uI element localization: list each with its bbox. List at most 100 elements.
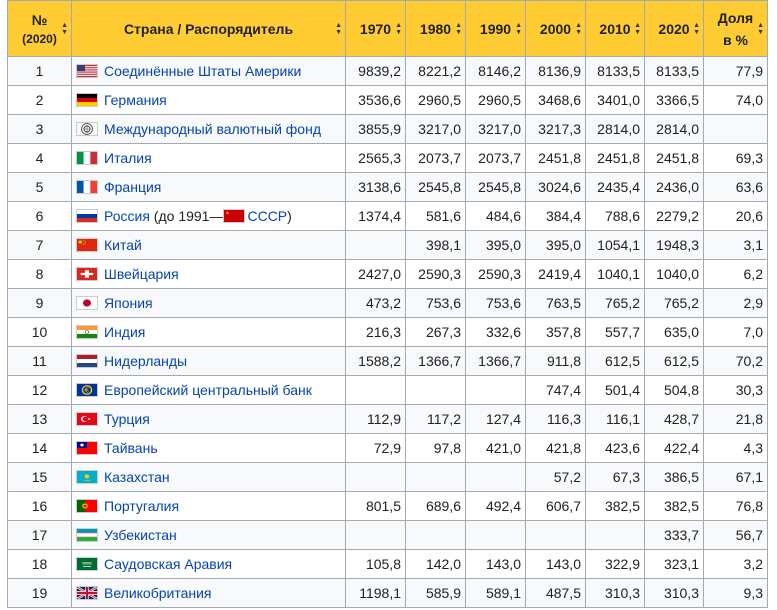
sort-icon[interactable]: ▲ ▼ — [757, 21, 764, 36]
value-cell-1980: 117,2 — [405, 404, 466, 434]
sort-icon[interactable]: ▲ ▼ — [335, 21, 342, 36]
country-link[interactable]: Россия — [104, 208, 150, 224]
country-link[interactable]: Казахстан — [104, 469, 170, 485]
country-cell: Соединённые Штаты Америки — [71, 56, 346, 86]
value-cell-1990: 2545,8 — [465, 172, 526, 202]
value-cell-2000: 116,3 — [525, 404, 586, 434]
country-link[interactable]: Тайвань — [104, 440, 158, 456]
column-header-rank-label: № — [31, 11, 48, 28]
rank-cell: 14 — [7, 433, 72, 463]
value-cell-1970: 9839,2 — [345, 56, 406, 86]
value-cell-2010: 765,2 — [585, 288, 645, 318]
country-cell: Италия — [71, 143, 346, 173]
value-cell-1970: 473,2 — [345, 288, 406, 318]
country-link-ussr[interactable]: СССР — [247, 208, 288, 224]
value-cell-2000: 357,8 — [525, 317, 586, 347]
value-cell-1980: 581,6 — [405, 201, 466, 231]
column-header-rank[interactable]: № (2020) ▲ ▼ — [7, 0, 72, 57]
country-link[interactable]: Индия — [104, 324, 146, 340]
value-cell-1970: 216,3 — [345, 317, 406, 347]
kazakhstan-flag-icon — [76, 470, 98, 484]
table-row: 2 Германия 3536,6 2960,5 2960,5 3468,6 3401,0 3… — [7, 85, 768, 115]
value-cell-1990: 2073,7 — [465, 143, 526, 173]
country-cell: Швейцария — [71, 259, 346, 289]
sort-icon[interactable]: ▲ ▼ — [575, 21, 582, 36]
country-link[interactable]: Швейцария — [104, 266, 179, 282]
column-header-1980[interactable]: 1980 ▲ ▼ — [405, 0, 466, 57]
column-header-country[interactable]: Страна / Распорядитель ▲ ▼ — [71, 0, 346, 57]
country-link[interactable]: Узбекистан — [104, 527, 177, 543]
table-body: 1 Соединённые Штаты Америки 9839,2 8221,2 81… — [7, 56, 768, 608]
country-link[interactable]: Нидерланды — [104, 353, 188, 369]
country-link[interactable]: Китай — [104, 237, 142, 253]
turkey-flag-icon — [76, 412, 98, 426]
country-link[interactable]: Португалия — [104, 498, 180, 514]
japan-flag-icon — [76, 296, 98, 310]
country-link[interactable]: Германия — [104, 92, 167, 108]
country-link[interactable]: Турция — [104, 411, 150, 427]
china-flag-icon — [76, 238, 98, 252]
country-cell: Франция — [71, 172, 346, 202]
table-row: 17 Узбекистан 333,7 56,7 — [7, 520, 768, 550]
table-header-row: № (2020) ▲ ▼ Страна / Распорядитель ▲ ▼ 19… — [7, 0, 768, 57]
sort-icon[interactable]: ▲ ▼ — [395, 21, 402, 36]
rank-cell: 5 — [7, 172, 72, 202]
country-link[interactable]: Саудовская Аравия — [104, 556, 233, 572]
germany-flag-icon — [76, 93, 98, 107]
column-header-1990[interactable]: 1990 ▲ ▼ — [465, 0, 526, 57]
rank-cell: 11 — [7, 346, 72, 376]
column-header-share[interactable]: Доля в % ▲ ▼ — [703, 0, 768, 57]
value-cell-1990: 143,0 — [465, 549, 526, 579]
column-header-2010[interactable]: 2010 ▲ ▼ — [585, 0, 645, 57]
sort-icon[interactable]: ▲ ▼ — [455, 21, 462, 36]
value-cell-2000: 911,8 — [525, 346, 586, 376]
column-header-1970[interactable]: 1970 ▲ ▼ — [345, 0, 406, 57]
sort-icon[interactable]: ▲ ▼ — [693, 21, 700, 36]
country-link[interactable]: Япония — [104, 295, 153, 311]
value-cell-2020: 2451,8 — [644, 143, 704, 173]
share-cell: 69,3 — [703, 143, 768, 173]
value-cell-2010: 8133,5 — [585, 56, 645, 86]
country-link[interactable]: Международный валютный фонд — [104, 121, 321, 137]
column-header-rank-sub: (2020) — [22, 31, 57, 46]
column-header-2020[interactable]: 2020 ▲ ▼ — [644, 0, 704, 57]
value-cell-1970: 105,8 — [345, 549, 406, 579]
sort-icon[interactable]: ▲ ▼ — [634, 21, 641, 36]
value-cell-2010: 557,7 — [585, 317, 645, 347]
value-cell-2010: 2435,4 — [585, 172, 645, 202]
table-row: 6 Россия (до 1991— СССР) 1374,4 581,6 484,6 38… — [7, 201, 768, 231]
country-link[interactable]: Великобритания — [104, 585, 212, 601]
netherlands-flag-icon — [76, 354, 98, 368]
rank-cell: 6 — [7, 201, 72, 231]
value-cell-1970: 112,9 — [345, 404, 406, 434]
country-link[interactable]: Европейский центральный банк — [104, 382, 312, 398]
value-cell-1990 — [465, 375, 526, 405]
country-link[interactable]: Италия — [104, 150, 152, 166]
sort-icon[interactable]: ▲ ▼ — [515, 21, 522, 36]
value-cell-1980: 142,0 — [405, 549, 466, 579]
country-link[interactable]: Соединённые Штаты Америки — [104, 63, 302, 79]
russia-flag-icon — [76, 209, 98, 223]
country-cell: Саудовская Аравия — [71, 549, 346, 579]
value-cell-2020: 323,1 — [644, 549, 704, 579]
value-cell-2000: 395,0 — [525, 230, 586, 260]
country-link[interactable]: Франция — [104, 179, 162, 195]
value-cell-2010: 612,5 — [585, 346, 645, 376]
value-cell-2010: 501,4 — [585, 375, 645, 405]
share-cell: 9,3 — [703, 578, 768, 608]
switzerland-flag-icon — [76, 267, 98, 281]
sort-icon[interactable]: ▲ ▼ — [61, 21, 68, 36]
value-cell-1970: 3855,9 — [345, 114, 406, 144]
value-cell-2010: 322,9 — [585, 549, 645, 579]
column-header-2000[interactable]: 2000 ▲ ▼ — [525, 0, 586, 57]
ecb-logo-icon: € — [76, 383, 98, 397]
column-header-year-label: 2000 — [539, 20, 572, 37]
value-cell-1990: 2590,3 — [465, 259, 526, 289]
country-cell: Россия (до 1991— СССР) — [71, 201, 346, 231]
country-cell: Великобритания — [71, 578, 346, 608]
value-cell-1980: 2960,5 — [405, 85, 466, 115]
value-cell-1970 — [345, 375, 406, 405]
value-cell-2010 — [585, 520, 645, 550]
country-cell: Индия — [71, 317, 346, 347]
country-cell: Нидерланды — [71, 346, 346, 376]
